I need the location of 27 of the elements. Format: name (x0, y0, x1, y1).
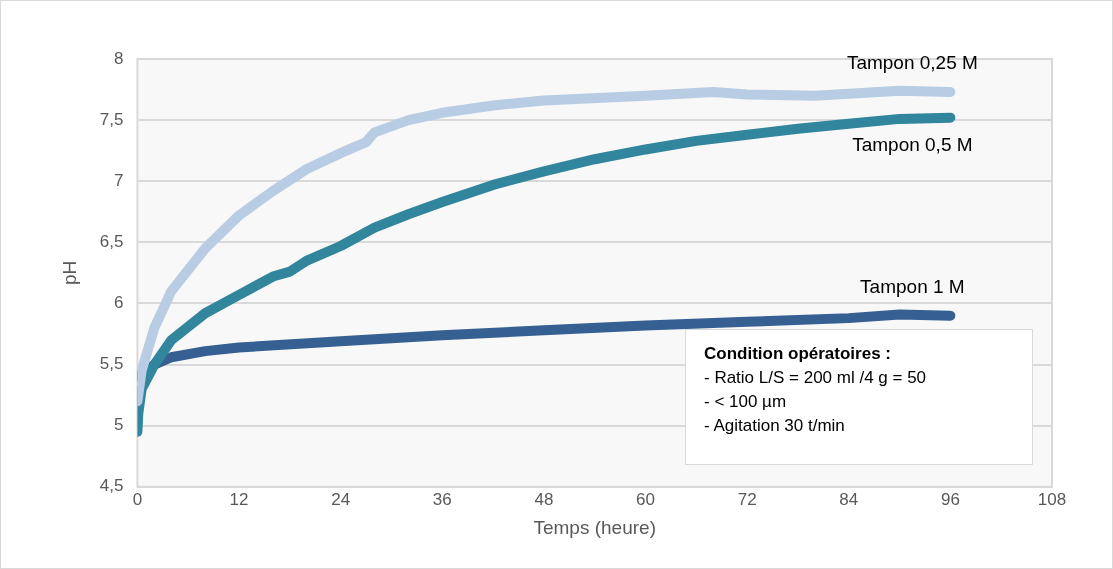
x-tick-label: 12 (229, 489, 249, 509)
x-tick-label: 108 (1037, 489, 1067, 509)
series-label: Tampon 0,5 M (852, 133, 973, 155)
x-tick-label: 48 (534, 489, 554, 509)
y-tick-label: 4,5 (99, 476, 124, 496)
annotation: - Agitation 30 t/min (704, 415, 846, 437)
y-axis-title: pH (58, 260, 80, 286)
y-tick-label: 8 (113, 48, 124, 68)
y-tick-label: 6,5 (99, 232, 124, 252)
series-label: Tampon 0,25 M (846, 52, 978, 74)
x-axis-title: Temps (heure) (533, 516, 656, 538)
x-tick-label: 96 (940, 489, 960, 509)
series-label: Tampon 1 M (860, 275, 965, 297)
x-tick-label: 0 (132, 489, 143, 509)
annotation: - Ratio L/S = 200 ml /4 g = 50 (704, 367, 928, 389)
x-tick-label: 84 (839, 489, 859, 509)
annotation: Condition opératoires : (704, 343, 892, 365)
x-tick-label: 60 (636, 489, 655, 509)
annotation: - < 100 µm (704, 391, 788, 413)
y-tick-label: 7 (113, 170, 124, 190)
y-tick-label: 5 (113, 415, 124, 435)
x-tick-label: 24 (331, 489, 351, 509)
y-tick-label: 7,5 (99, 109, 124, 129)
x-tick-label: 72 (737, 489, 757, 509)
x-tick-label: 36 (432, 489, 452, 509)
y-tick-label: 5,5 (99, 354, 124, 374)
y-tick-label: 6 (113, 293, 124, 313)
